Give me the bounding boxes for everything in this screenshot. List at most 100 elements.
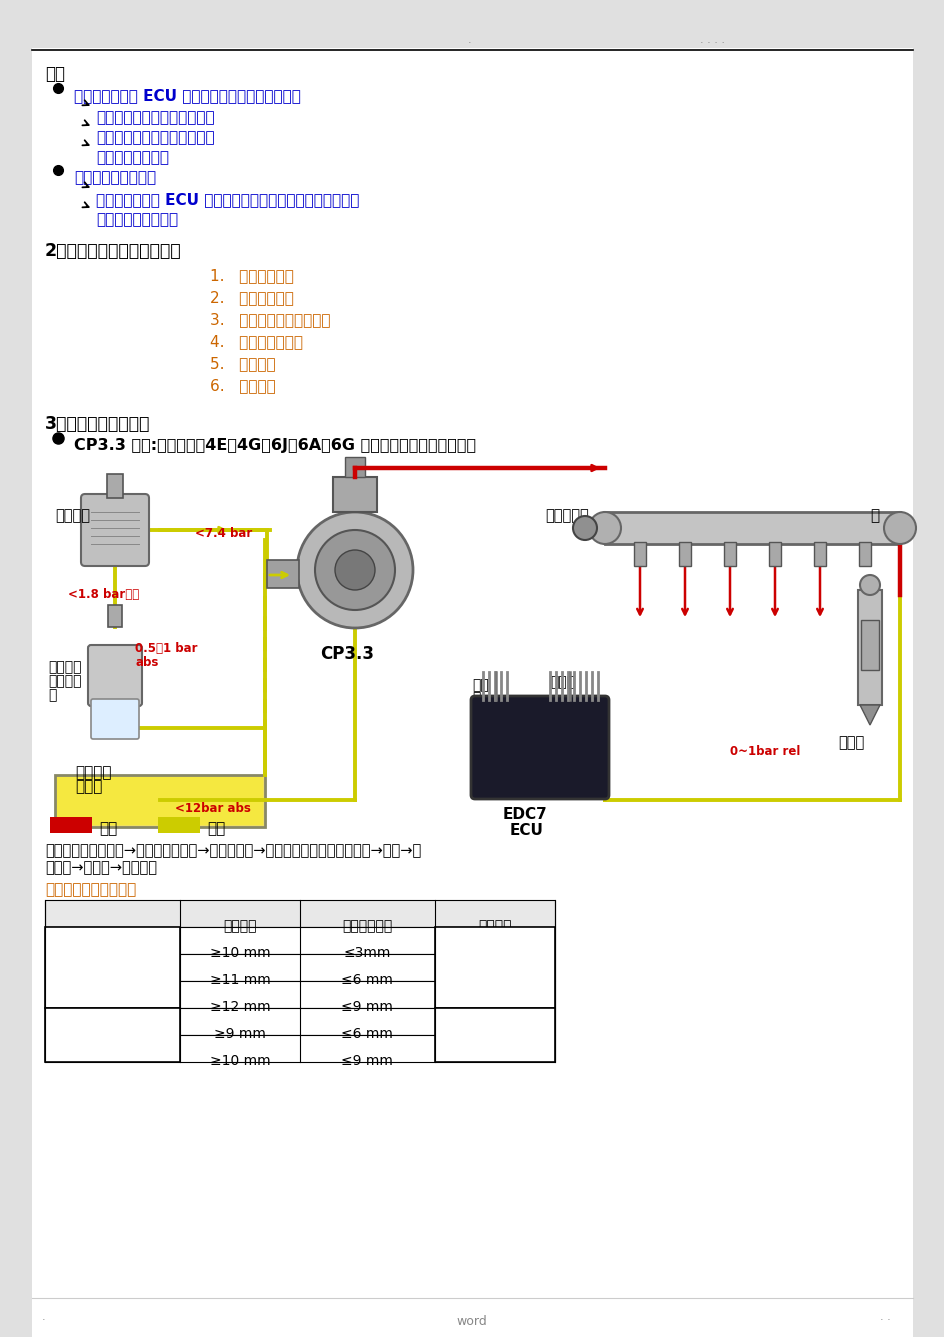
FancyBboxPatch shape xyxy=(81,493,149,566)
Bar xyxy=(0,0,32,1337)
Text: 允许油管长度: 允许油管长度 xyxy=(342,919,392,933)
Bar xyxy=(857,590,881,705)
Bar xyxy=(45,900,554,927)
Circle shape xyxy=(883,512,915,544)
Text: 电控喷油器根据 ECU 发出的喷油指令脉冲进行喷油: 电控喷油器根据 ECU 发出的喷油指令脉冲进行喷油 xyxy=(74,88,300,103)
Text: 带过滤器: 带过滤器 xyxy=(75,765,111,779)
Text: 允许压力: 允许压力 xyxy=(478,919,512,933)
Text: 共轨压力是闭环控制: 共轨压力是闭环控制 xyxy=(96,213,177,227)
Text: EDC7: EDC7 xyxy=(495,743,533,757)
Text: CP3.3: CP3.3 xyxy=(320,644,374,663)
Text: EDC7: EDC7 xyxy=(502,808,548,822)
Bar xyxy=(345,457,364,477)
Bar xyxy=(679,541,690,566)
Text: 喷油器: 喷油器 xyxy=(837,735,864,750)
Bar xyxy=(45,1008,179,1062)
Text: 燃油箱进回管: 燃油箱进回管 xyxy=(87,1042,137,1055)
Text: 压油泵→共轨管→喷油器。: 压油泵→共轨管→喷油器。 xyxy=(45,860,157,874)
Text: 5.   冒烟极限: 5. 冒烟极限 xyxy=(210,356,276,370)
Text: CP3.3 油泵:适用于玉柴4E、4G、6J、6A、6G 等中型系列博世共轨发动机: CP3.3 油泵:适用于玉柴4E、4G、6J、6A、6G 等中型系列博世共轨发动… xyxy=(74,439,476,453)
Text: ≤6 mm: ≤6 mm xyxy=(341,1027,393,1042)
Text: ≤6 mm: ≤6 mm xyxy=(341,973,393,987)
Text: 喷油始点由指令脉冲起点控制: 喷油始点由指令脉冲起点控制 xyxy=(96,110,214,124)
Text: 4.   热保护控制策略: 4. 热保护控制策略 xyxy=(210,334,303,349)
Text: 器: 器 xyxy=(471,691,480,705)
Bar xyxy=(45,1008,554,1035)
Text: 轨: 轨 xyxy=(869,508,878,523)
Text: ≥11 mm: ≥11 mm xyxy=(210,973,270,987)
Bar xyxy=(332,477,377,512)
Bar xyxy=(108,606,122,627)
Text: 轨压传感器: 轨压传感器 xyxy=(545,508,588,523)
Text: ·: · xyxy=(467,37,471,48)
Text: 高压: 高压 xyxy=(99,821,117,836)
Bar xyxy=(57,777,262,825)
Text: ≥9 mm: ≥9 mm xyxy=(214,1027,265,1042)
Text: word: word xyxy=(456,1316,487,1328)
Text: BOSCH: BOSCH xyxy=(486,722,532,735)
Text: 可以实现多次喷射: 可以实现多次喷射 xyxy=(96,150,169,164)
Bar xyxy=(267,560,298,588)
FancyBboxPatch shape xyxy=(470,697,608,800)
Text: 传感: 传感 xyxy=(471,678,488,693)
Bar xyxy=(434,1008,554,1062)
Text: 0.5～1 bar: 0.5～1 bar xyxy=(135,642,197,655)
Text: 的油箱: 的油箱 xyxy=(75,779,102,794)
Bar xyxy=(723,541,735,566)
Text: <12bar abs: <12bar abs xyxy=(175,802,250,816)
Text: abs: abs xyxy=(135,656,159,668)
Text: 低压管路典型技术参数: 低压管路典型技术参数 xyxy=(45,882,136,897)
Bar xyxy=(107,475,123,497)
Text: ≤1.2bar: ≤1.2bar xyxy=(466,1042,523,1055)
Text: ·: · xyxy=(42,1316,45,1325)
Bar xyxy=(633,541,646,566)
Bar xyxy=(434,927,554,1008)
Bar xyxy=(604,512,899,544)
Text: 3、油路走向原理图：: 3、油路走向原理图： xyxy=(45,414,150,433)
Bar xyxy=(45,927,554,955)
Circle shape xyxy=(859,575,879,595)
Text: 带水分离: 带水分离 xyxy=(48,660,81,674)
Bar xyxy=(45,955,554,981)
FancyBboxPatch shape xyxy=(88,644,142,706)
Circle shape xyxy=(296,512,413,628)
Bar xyxy=(45,927,179,1008)
Circle shape xyxy=(572,516,597,540)
Text: 2、高压共轨控制常用策略：: 2、高压共轨控制常用策略： xyxy=(45,242,181,259)
Text: ≤3mm: ≤3mm xyxy=(343,947,390,960)
Bar xyxy=(0,0,944,48)
Text: ≥10 mm: ≥10 mm xyxy=(210,1054,270,1068)
Text: 管内内径: 管内内径 xyxy=(223,919,257,933)
Bar xyxy=(912,0,944,1337)
Text: 喷油量由指令脉冲的宽度控制: 喷油量由指令脉冲的宽度控制 xyxy=(96,130,214,144)
Text: 执行器: 执行器 xyxy=(549,675,575,689)
Text: 6.   燃油预喷: 6. 燃油预喷 xyxy=(210,378,276,393)
Bar xyxy=(45,1035,554,1062)
Text: · · · ·: · · · · xyxy=(700,37,724,48)
Text: 0~1bar rel: 0~1bar rel xyxy=(729,745,800,758)
Text: 主滤清器: 主滤清器 xyxy=(55,508,90,523)
Bar xyxy=(768,541,780,566)
Bar xyxy=(858,541,870,566)
Bar xyxy=(55,775,264,828)
Bar xyxy=(158,817,200,833)
Text: · ·: · · xyxy=(879,1316,890,1325)
Bar xyxy=(860,620,878,670)
Text: 1.   起动控制策略: 1. 起动控制策略 xyxy=(210,267,294,283)
Text: 喷油压力为共轨压力: 喷油压力为共轨压力 xyxy=(74,170,156,185)
FancyBboxPatch shape xyxy=(91,699,139,739)
Text: 3.   油门油量标定及其实现: 3. 油门油量标定及其实现 xyxy=(210,312,330,328)
Text: 燃油箱进油管: 燃油箱进油管 xyxy=(87,973,137,987)
Text: 0.5—1.0bar: 0.5—1.0bar xyxy=(454,973,535,987)
Text: ≤9 mm: ≤9 mm xyxy=(341,1000,393,1013)
Circle shape xyxy=(334,550,375,590)
Text: ≥10 mm: ≥10 mm xyxy=(210,947,270,960)
Polygon shape xyxy=(859,705,879,725)
Text: ECU: ECU xyxy=(510,824,544,838)
Bar xyxy=(813,541,825,566)
Text: <1.8 bar压差: <1.8 bar压差 xyxy=(68,588,139,602)
Text: 说明: 说明 xyxy=(45,66,65,83)
Text: 2.   怠速控制策略: 2. 怠速控制策略 xyxy=(210,290,294,305)
Text: <7.4 bar: <7.4 bar xyxy=(194,527,252,540)
Text: 燃油主要走向：油箱→粗滤（手油泵）→燃油分配器→输油泵（在高压油泵后端）→细滤→高: 燃油主要走向：油箱→粗滤（手油泵）→燃油分配器→输油泵（在高压油泵后端）→细滤→… xyxy=(45,844,421,858)
